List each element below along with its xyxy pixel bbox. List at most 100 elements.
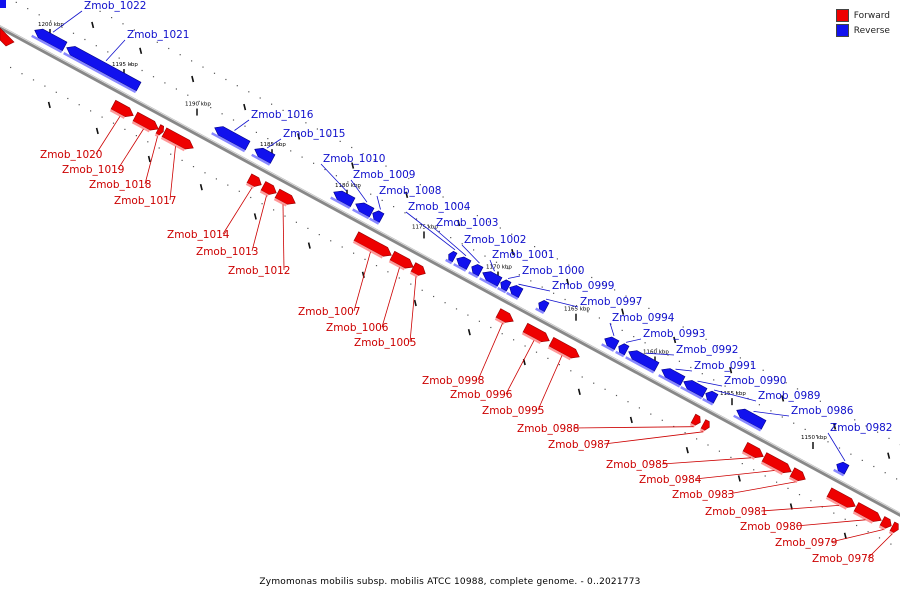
gene-label-zmob_1002: Zmob_1002 bbox=[464, 234, 526, 246]
scale-dot bbox=[793, 422, 795, 424]
scale-dot bbox=[614, 289, 616, 291]
scale-dot bbox=[804, 428, 806, 430]
scale-dot bbox=[107, 51, 109, 53]
gene-arrow-partial-forward bbox=[0, 27, 15, 47]
gene-arrow-shade bbox=[251, 153, 271, 166]
scale-dash bbox=[843, 532, 847, 539]
scale-dot bbox=[410, 283, 412, 285]
gene-arrow-shade bbox=[468, 271, 479, 279]
scale-dot bbox=[72, 32, 75, 34]
gene-leader-line bbox=[697, 380, 723, 387]
reverse-swatch bbox=[835, 24, 849, 37]
scale-dot bbox=[267, 138, 269, 140]
scale-dot bbox=[238, 190, 240, 192]
gene-arrow-shade bbox=[506, 291, 519, 300]
gene-arrow-zmob_1013 bbox=[260, 181, 277, 195]
gene-label-zmob_0999: Zmob_0999 bbox=[552, 280, 614, 292]
scale-dash bbox=[887, 452, 891, 459]
scale-dash bbox=[781, 395, 785, 402]
gene-arrow-zmob_0978 bbox=[889, 521, 899, 534]
gene-label-zmob_0983: Zmob_0983 bbox=[672, 489, 734, 501]
gene-label-zmob_1021: Zmob_1021 bbox=[127, 29, 189, 41]
gene-leader-line bbox=[234, 119, 250, 131]
tick-label: 1195 kbp bbox=[112, 62, 138, 68]
scale-dot bbox=[290, 150, 292, 152]
scale-dot bbox=[718, 450, 720, 452]
scale-dot bbox=[541, 286, 543, 288]
gene-arrow-shade bbox=[109, 109, 125, 119]
scale-dot bbox=[591, 276, 593, 279]
gene-label-zmob_1012: Zmob_1012 bbox=[228, 265, 290, 277]
gene-leader-line bbox=[489, 259, 495, 272]
scale-dot bbox=[95, 45, 97, 47]
scale-dash bbox=[467, 329, 471, 336]
gene-leader-line bbox=[537, 355, 563, 411]
tick-label: 1190 kbp bbox=[185, 102, 211, 108]
gene-arrow-shade bbox=[615, 350, 625, 358]
scale-dot bbox=[781, 416, 783, 418]
scale-dash bbox=[729, 367, 733, 374]
scale-dot bbox=[387, 271, 389, 273]
gene-leader-line bbox=[117, 128, 144, 170]
scale-dash bbox=[243, 103, 247, 111]
scale-dot bbox=[293, 116, 296, 118]
scale-dot bbox=[145, 35, 147, 37]
gene-arrow-shade bbox=[273, 197, 287, 207]
scale-dot bbox=[602, 283, 604, 285]
gene-arrow-zmob_0982 bbox=[836, 461, 850, 475]
scale-dot bbox=[816, 435, 818, 437]
gene-label-zmob_0978: Zmob_0978 bbox=[812, 553, 874, 565]
scale-dot bbox=[501, 333, 503, 335]
scale-dot bbox=[819, 400, 821, 402]
gene-label-zmob_1004: Zmob_1004 bbox=[408, 201, 471, 213]
scale-dot bbox=[888, 437, 890, 439]
scale-dash bbox=[833, 423, 837, 430]
gene-label-zmob_0980: Zmob_0980 bbox=[740, 521, 802, 533]
gene-arrow-zmob_0998 bbox=[495, 308, 514, 323]
scale-dash bbox=[566, 278, 570, 286]
tick-label: 1200 kbp bbox=[38, 22, 64, 28]
scale-dot bbox=[850, 453, 852, 455]
scale-dot bbox=[38, 14, 40, 16]
scale-dot bbox=[854, 419, 856, 421]
gene-arrow-shade bbox=[852, 511, 873, 524]
scale-dot bbox=[476, 215, 478, 217]
scale-dash bbox=[47, 101, 51, 109]
scale-dot bbox=[705, 338, 707, 340]
scale-dot bbox=[785, 382, 787, 384]
scale-dash bbox=[351, 162, 355, 169]
gene-arrow-zmob_0995 bbox=[548, 336, 580, 359]
scale-dot bbox=[598, 317, 600, 319]
scale-dot bbox=[861, 459, 863, 461]
scale-dash bbox=[139, 47, 143, 54]
scale-dot bbox=[499, 227, 501, 229]
gene-arrow-shade bbox=[888, 530, 894, 535]
scale-dot bbox=[152, 76, 155, 78]
scale-dot bbox=[545, 252, 547, 254]
scale-dot bbox=[187, 94, 189, 96]
scale-dot bbox=[32, 79, 35, 81]
gene-arrow-zmob_1012 bbox=[274, 188, 296, 205]
scale-dash bbox=[457, 219, 461, 227]
scale-dot bbox=[553, 292, 555, 294]
scale-dot bbox=[636, 301, 639, 303]
scale-dot bbox=[796, 388, 799, 390]
scale-dot bbox=[427, 224, 429, 226]
scale-dot bbox=[398, 277, 400, 279]
gene-leader-line bbox=[727, 481, 796, 495]
gene-arrow-shade bbox=[825, 496, 847, 510]
gene-arrow-shade bbox=[547, 346, 571, 361]
scale-dot bbox=[232, 119, 235, 121]
gene-leader-line bbox=[830, 529, 884, 543]
legend-forward: Forward bbox=[835, 8, 890, 23]
scale-dot bbox=[130, 63, 132, 65]
scale-dot bbox=[644, 342, 646, 344]
gene-arrow-zmob_1014 bbox=[246, 173, 262, 187]
scale-dot bbox=[873, 465, 875, 468]
gene-label-zmob_0997: Zmob_0997 bbox=[580, 296, 642, 308]
scale-dot bbox=[655, 348, 658, 350]
scale-dot bbox=[739, 357, 741, 359]
tick-label: 1175 kbp bbox=[412, 224, 438, 230]
gene-label-zmob_1022: Zmob_1022 bbox=[84, 0, 146, 12]
gene-label-zmob_1010: Zmob_1010 bbox=[323, 153, 385, 165]
